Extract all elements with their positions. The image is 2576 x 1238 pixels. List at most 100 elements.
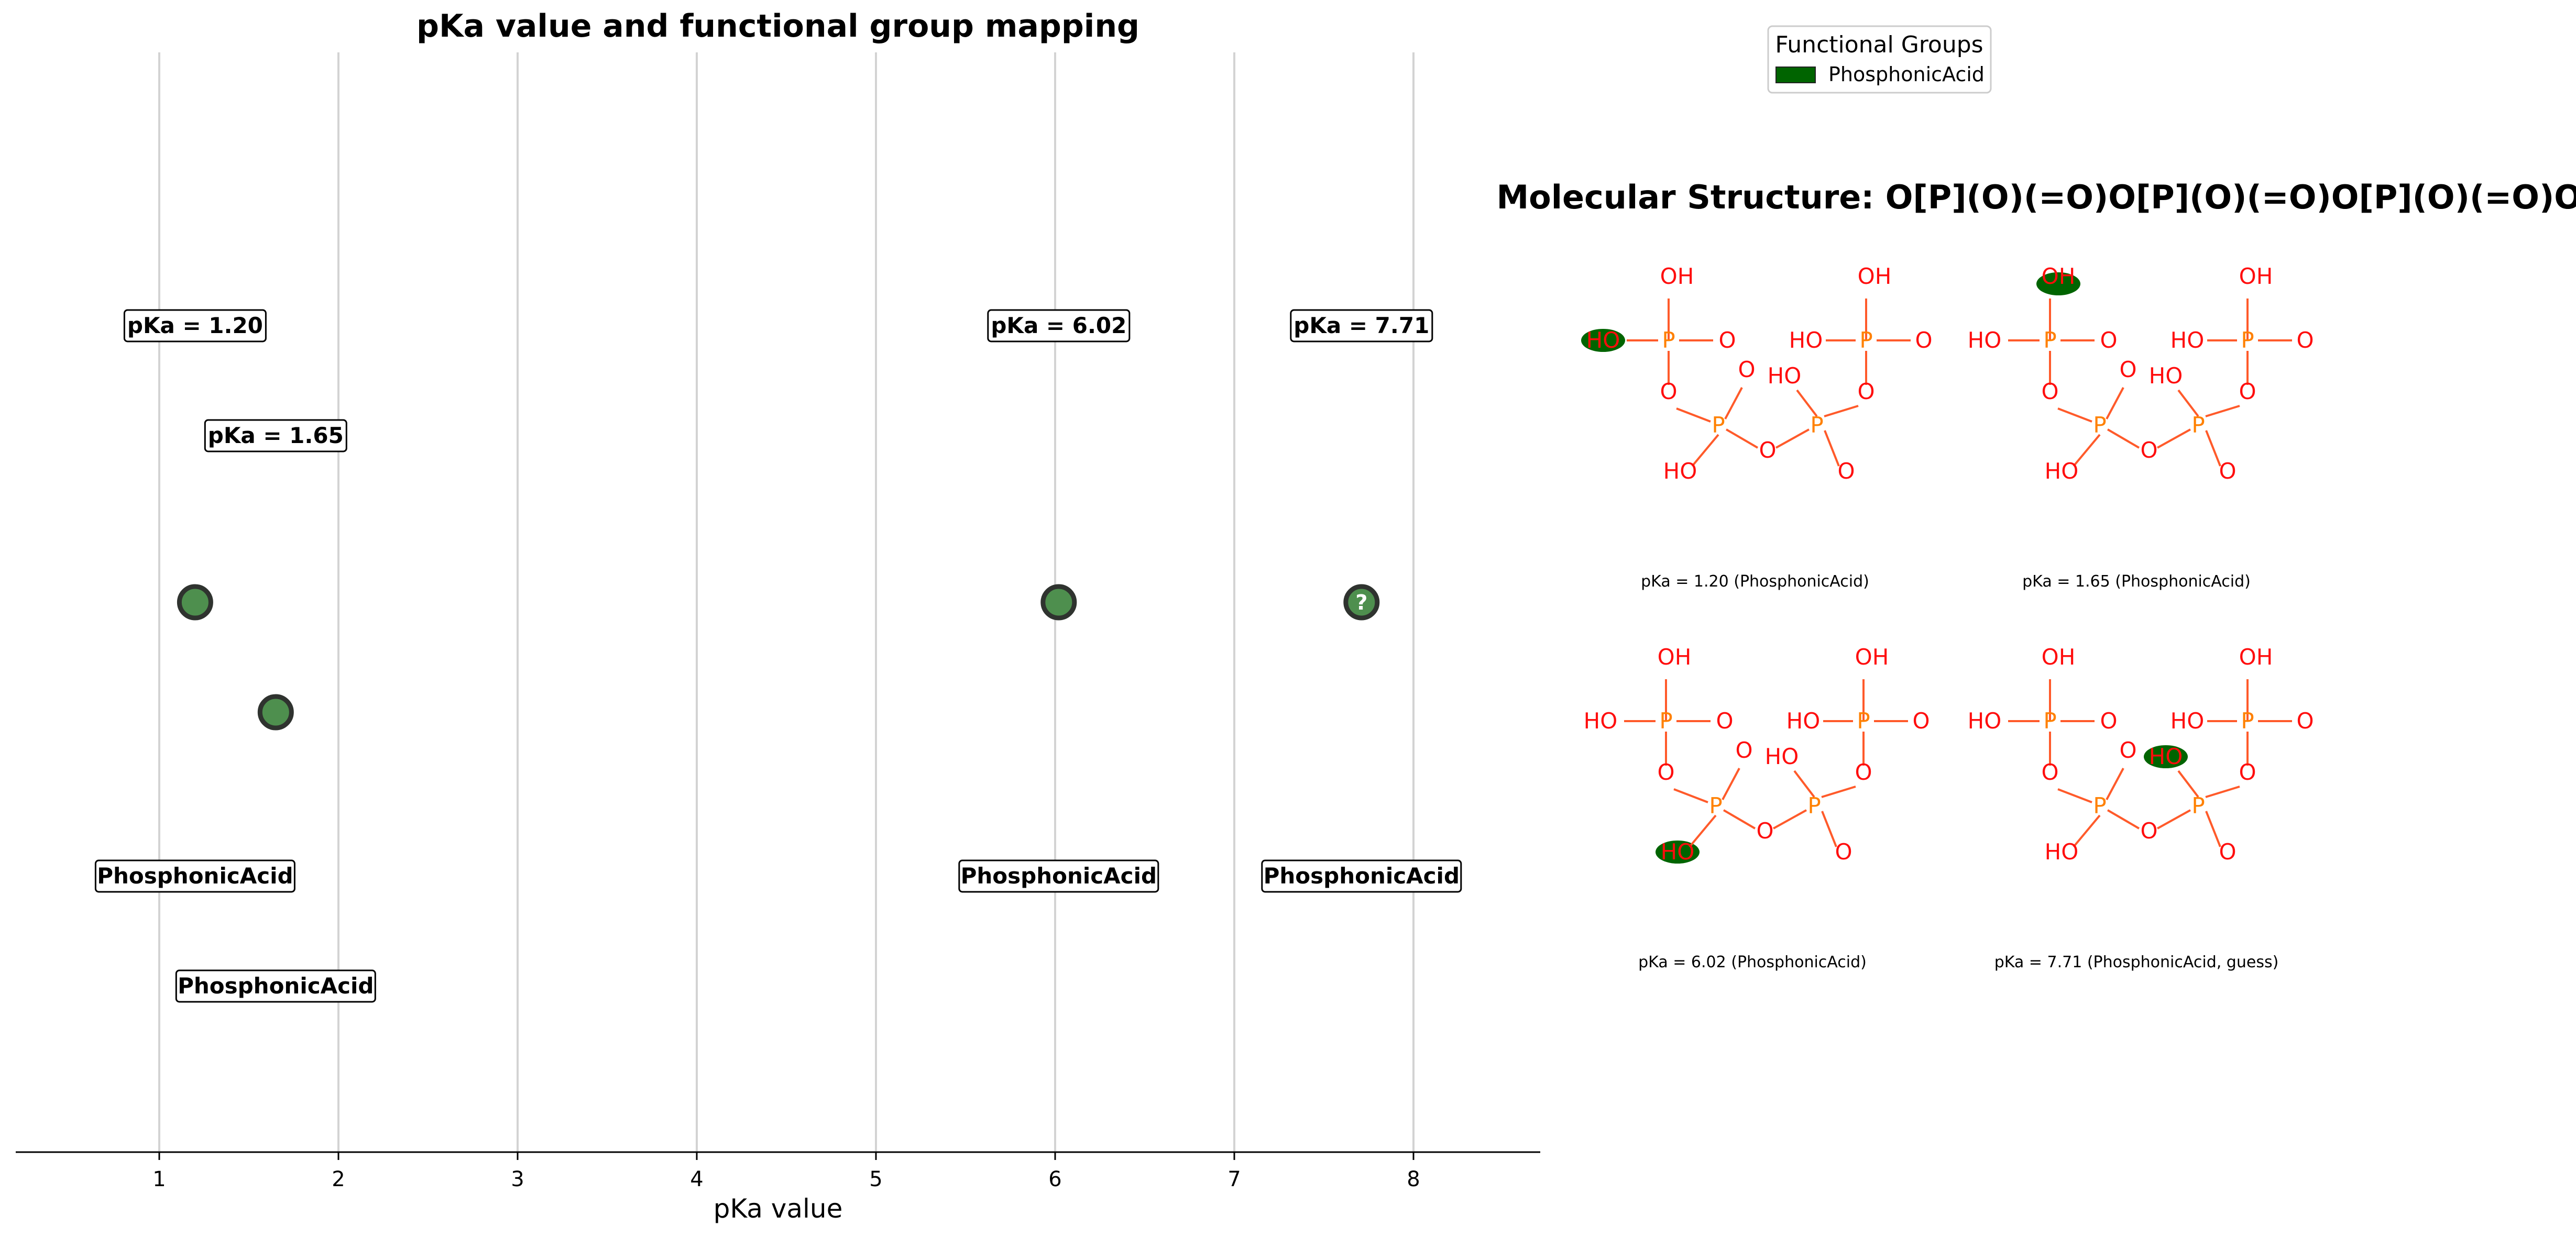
x-tick-label: 5	[869, 1167, 882, 1191]
group-label-box	[958, 859, 1159, 893]
phosphorus-atom: P	[2043, 708, 2056, 734]
oxygen-atom: O	[2219, 458, 2236, 484]
group-label-box	[94, 859, 295, 893]
bond	[2107, 428, 2140, 449]
bond	[1773, 809, 1807, 830]
oxygen-atom: O	[1756, 818, 1773, 844]
group-label: PhosphonicAcid	[178, 973, 374, 999]
chart-title: pKa value and functional group mapping	[416, 8, 1139, 45]
pka-label: pKa = 7.71	[1294, 313, 1429, 338]
bond	[2205, 405, 2240, 417]
phosphorus-atom: P	[2191, 412, 2205, 438]
oxygen-atom: O	[2100, 708, 2117, 734]
oxygen-atom: O	[1716, 708, 1733, 734]
oxygen-atom: HO	[1663, 458, 1697, 484]
bond	[1724, 387, 1743, 419]
oxygen-atom: HO	[1661, 839, 1695, 865]
oxygen-atom: O	[1835, 839, 1852, 865]
oxygen-atom: OH	[2042, 644, 2076, 670]
oxygen-atom: O	[2296, 327, 2314, 353]
bond	[2073, 434, 2101, 467]
highlighted-atom	[2036, 272, 2080, 295]
oxygen-atom: O	[1837, 458, 1855, 484]
oxygen-atom: HO	[1768, 363, 1802, 389]
molecule-caption: pKa = 1.20 (PhosphonicAcid)	[1641, 572, 1869, 591]
highlighted-atom	[2144, 745, 2188, 768]
bond	[1722, 768, 1740, 800]
bond	[2205, 430, 2221, 467]
oxygen-atom: HO	[2149, 363, 2183, 389]
oxygen-atom: OH	[1855, 644, 1889, 670]
oxygen-atom: O	[2119, 357, 2136, 382]
oxygen-atom: HO	[1765, 744, 1799, 769]
bond	[1689, 814, 1717, 848]
oxygen-atom: HO	[2045, 839, 2079, 865]
plot-area: 1 2 3 4 5 6 7 8 pKa value and functional group …	[16, 8, 1540, 1224]
oxygen-atom: O	[1738, 357, 1755, 382]
data-points: pKa = 1.20 PhosphonicAcid pKa = 1.65 Phosph…	[94, 309, 1462, 1003]
legend: Functional Groups PhosphonicAcid	[1767, 25, 1992, 94]
oxygen-atom: O	[1857, 379, 1875, 404]
molecule-caption: pKa = 7.71 (PhosphonicAcid, guess)	[1994, 953, 2279, 971]
data-point	[1040, 584, 1077, 621]
bond	[2107, 809, 2140, 830]
pka-label: pKa = 6.02	[991, 313, 1126, 338]
phosphorus-atom: P	[1659, 708, 1672, 734]
bond	[2205, 786, 2240, 798]
pka-label: pKa = 1.20	[127, 313, 263, 338]
phosphorus-atom: P	[1807, 793, 1821, 819]
guess-marker: ?	[1355, 591, 1367, 615]
x-tick-label: 4	[690, 1167, 703, 1191]
oxygen-atom: OH	[2239, 263, 2273, 289]
oxygen-atom: O	[1855, 759, 1872, 785]
phosphorus-atom: P	[1810, 412, 1823, 438]
oxygen-atom: HO	[1968, 708, 2002, 734]
legend-label: PhosphonicAcid	[1828, 63, 1985, 86]
oxygen-atom: HO	[2045, 458, 2079, 484]
molecule-title: Molecular Structure: O[P](O)(=O)O[P](O)(…	[1496, 178, 2576, 216]
phosphorus-atom: P	[1662, 327, 1675, 353]
group-label: PhosphonicAcid	[1264, 863, 1460, 889]
oxygen-atom: O	[2219, 839, 2236, 865]
oxygen-atom: O	[2041, 379, 2058, 404]
oxygen-atom: OH	[1658, 644, 1692, 670]
oxygen-atom: OH	[1660, 263, 1694, 289]
legend-title: Functional Groups	[1775, 31, 1983, 58]
oxygen-atom: HO	[1586, 327, 1620, 353]
bond	[2177, 770, 2199, 798]
bond	[1821, 786, 1856, 798]
x-axis-label: pKa value	[714, 1193, 843, 1224]
bond	[2073, 814, 2101, 848]
oxygen-atom: O	[2296, 708, 2314, 734]
bond	[2057, 788, 2092, 803]
bond	[1725, 428, 1759, 449]
oxygen-atom: O	[1912, 708, 1930, 734]
oxygen-atom: O	[2140, 437, 2157, 463]
bond	[1691, 434, 1719, 467]
phosphorus-atom: P	[1857, 708, 1870, 734]
data-point	[1343, 584, 1380, 621]
oxygen-atom: HO	[1789, 327, 1823, 353]
x-tick-label: 2	[332, 1167, 345, 1191]
bond	[1775, 428, 1810, 449]
data-point	[177, 584, 213, 621]
bond	[1796, 389, 1818, 417]
data-point	[257, 694, 294, 731]
oxygen-atom: HO	[1968, 327, 2002, 353]
oxygen-atom: O	[2140, 818, 2157, 844]
oxygen-atom: OH	[2239, 644, 2273, 670]
oxygen-atom: O	[2100, 327, 2117, 353]
phosphorus-atom: P	[2043, 327, 2056, 353]
oxygen-atom: O	[2239, 379, 2256, 404]
oxygen-atom: O	[1735, 737, 1752, 763]
legend-frame	[1767, 25, 1992, 94]
pka-label-box	[1290, 309, 1433, 342]
oxygen-atom: O	[1660, 379, 1677, 404]
bond	[1824, 405, 1859, 417]
bond	[1824, 430, 1840, 467]
